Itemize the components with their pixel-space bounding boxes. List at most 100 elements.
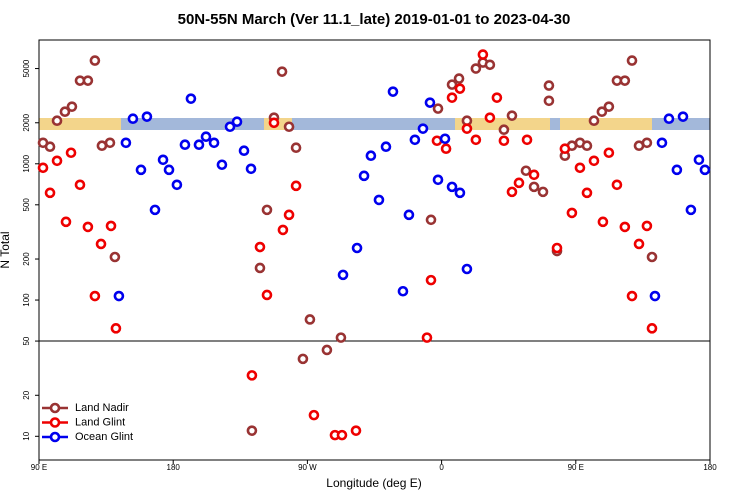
point (425, 214, 437, 226)
point (373, 194, 385, 206)
x-tick-label: 90 E (31, 463, 47, 472)
point (231, 116, 243, 128)
point (74, 179, 86, 191)
x-tick-label: 90 E (568, 463, 584, 472)
point (113, 290, 125, 302)
point (543, 80, 555, 91)
point (51, 115, 63, 127)
point (200, 131, 212, 143)
point (350, 425, 362, 436)
point (59, 106, 71, 118)
point (461, 263, 473, 275)
point (513, 177, 525, 189)
point (588, 115, 600, 127)
point (60, 216, 72, 228)
point (358, 170, 370, 182)
point (171, 179, 183, 191)
plot-frame (38, 39, 711, 461)
legend-label: Land Nadir (75, 402, 129, 414)
point (254, 262, 266, 274)
point (365, 150, 377, 162)
point (276, 66, 288, 77)
point (246, 425, 258, 436)
point (641, 137, 653, 149)
point (66, 101, 78, 112)
point (498, 124, 510, 136)
x-tick-label: 0 (439, 463, 444, 472)
y-tick-label: 1000 (22, 154, 31, 172)
point (277, 224, 289, 236)
point (484, 112, 496, 123)
y-axis-label: N Total (0, 231, 12, 268)
surface-band (39, 118, 710, 130)
point (425, 274, 437, 286)
point (439, 133, 451, 145)
point (603, 147, 615, 159)
point (646, 251, 658, 263)
point (454, 83, 466, 94)
legend-marker (49, 431, 61, 443)
point (304, 314, 316, 325)
point (484, 59, 496, 71)
point (321, 344, 333, 356)
point (431, 135, 443, 147)
point (157, 154, 169, 166)
y-tick-label: 20 (22, 390, 31, 399)
point (82, 221, 94, 233)
point (596, 106, 608, 118)
point (626, 55, 638, 66)
point (619, 221, 631, 233)
y-tick-label: 50 (22, 336, 31, 345)
point (454, 187, 466, 199)
point (424, 97, 436, 108)
point (44, 187, 56, 199)
point (477, 49, 489, 60)
point (537, 186, 549, 198)
point (440, 143, 452, 155)
point (421, 332, 433, 343)
point (685, 204, 697, 216)
point (351, 242, 363, 254)
y-tick-label: 100 (22, 293, 31, 307)
point (403, 209, 415, 221)
point (216, 159, 228, 171)
point (336, 429, 348, 441)
point (89, 55, 101, 66)
point (453, 73, 465, 84)
x-axis-label: Longitude (deg E) (326, 476, 421, 490)
point (335, 332, 347, 343)
point (581, 187, 593, 199)
point (110, 323, 122, 334)
point (135, 164, 147, 176)
point (308, 409, 320, 421)
point (65, 147, 77, 159)
point (506, 186, 518, 198)
point (208, 137, 220, 149)
point (254, 241, 266, 253)
point (261, 204, 273, 216)
point (89, 290, 101, 302)
point (432, 174, 444, 186)
point (417, 123, 429, 134)
y-tick-label: 500 (22, 198, 31, 212)
point (337, 269, 349, 281)
point (109, 251, 121, 263)
point (649, 290, 661, 302)
point (380, 141, 392, 153)
point (699, 164, 711, 176)
point (663, 113, 675, 125)
point (82, 75, 94, 86)
point (498, 135, 510, 147)
x-tick-label: 90 W (298, 463, 317, 472)
point (95, 238, 107, 250)
point (261, 289, 273, 301)
point (671, 164, 683, 176)
point (528, 181, 540, 193)
point (656, 137, 668, 149)
y-tick-label: 5000 (22, 59, 31, 77)
point (461, 123, 473, 134)
point (574, 162, 586, 174)
point (446, 181, 458, 193)
point (611, 179, 623, 191)
